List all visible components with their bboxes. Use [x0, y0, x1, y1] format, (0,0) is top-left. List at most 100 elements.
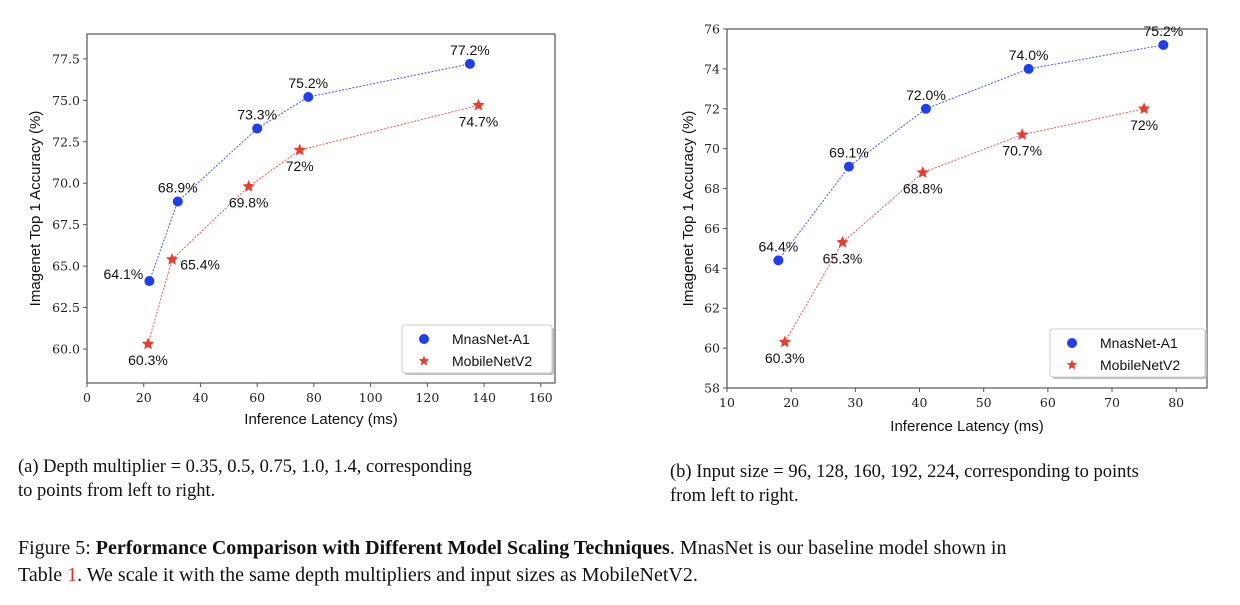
data-label: 72% [286, 158, 314, 174]
series-line-mobilenetv2 [147, 104, 479, 345]
y-tick-label: 65.0 [52, 259, 80, 274]
legend-marker-star [1066, 359, 1078, 370]
data-label: 65.4% [180, 256, 220, 272]
series-line-mnasnet-a1 [148, 63, 471, 282]
x-tick-label: 80 [1168, 395, 1184, 410]
data-label: 60.3% [128, 352, 168, 368]
x-tick-label: 60 [1040, 395, 1056, 410]
y-axis-title: Imagenet Top 1 Accuracy (%) [27, 111, 44, 307]
legend-marker-circle [1067, 338, 1077, 348]
data-label: 69.1% [829, 145, 869, 161]
data-point-circle [773, 255, 784, 266]
data-point-star [1016, 128, 1029, 140]
legend-box [401, 324, 553, 374]
x-tick-label: 30 [847, 395, 863, 410]
figure-caption-text2: Table [18, 564, 68, 586]
data-point-star [1137, 102, 1151, 115]
data-label: 65.3% [823, 250, 863, 266]
x-tick-label: 60 [249, 390, 265, 405]
data-label: 74.0% [1009, 47, 1049, 63]
figure-charts: 0 20 40 60 80 100 120 140 160 60.0 62.5 65.0 67.5 70.… [27, 22, 1208, 435]
x-tick-label: 40 [193, 390, 209, 405]
data-label: 69.8% [229, 195, 269, 211]
data-point-circle [252, 123, 263, 134]
y-tick-label: 76 [704, 22, 720, 37]
y-tick-label: 62 [704, 301, 720, 316]
legend-label: MnasNet-A1 [1100, 335, 1178, 351]
data-label: 60.3% [765, 350, 805, 366]
y-tick-label: 68 [704, 181, 720, 196]
data-point-circle [144, 276, 155, 287]
data-point-star [242, 180, 255, 192]
y-tick-label: 60 [704, 341, 720, 356]
legend-label: MobileNetV2 [1100, 357, 1180, 373]
data-label: 77.2% [450, 42, 490, 58]
x-tick-label: 100 [359, 390, 383, 405]
x-axis-title: Inference Latency (ms) [890, 418, 1043, 435]
data-point-star [472, 98, 485, 111]
data-label: 75.2% [288, 75, 328, 91]
data-point-circle [1023, 63, 1034, 74]
subcaption-a-line1: (a) Depth multiplier = 0.35, 0.5, 0.75, … [18, 457, 472, 477]
y-tick-label: 60.0 [52, 342, 80, 357]
legend-marker-circle [419, 334, 429, 344]
data-point-circle [464, 58, 475, 69]
data-label: 64.1% [104, 266, 144, 282]
data-point-star [141, 337, 155, 350]
y-tick-label: 64 [704, 261, 720, 276]
y-tick-label: 70.0 [52, 176, 80, 191]
plot-frame [86, 33, 556, 384]
figure-caption-prefix: Figure 5: [18, 537, 96, 559]
figure-caption-text: . MnasNet is our baseline model shown in [669, 537, 1007, 559]
x-tick-label: 140 [472, 390, 496, 405]
x-tick-label: 160 [529, 390, 553, 405]
x-tick-label: 80 [306, 390, 322, 405]
data-point-star [836, 235, 849, 248]
y-tick-label: 66 [704, 221, 720, 236]
x-tick-label: 0 [83, 390, 91, 405]
subcaption-a: (a) Depth multiplier = 0.35, 0.5, 0.75, … [18, 455, 472, 503]
table-reference-link[interactable]: 1 [67, 564, 78, 586]
x-tick-label: 20 [136, 390, 152, 405]
data-label: 72% [1130, 117, 1158, 133]
y-tick-label: 70 [704, 141, 720, 156]
x-tick-label: 120 [415, 390, 439, 405]
data-label: 74.7% [459, 113, 499, 129]
data-point-circle [172, 196, 183, 207]
data-label: 75.2% [1144, 23, 1184, 39]
data-point-star [916, 166, 929, 178]
figure-caption-text3: . We scale it with the same depth multip… [77, 564, 698, 586]
y-tick-label: 72.5 [52, 134, 80, 149]
y-tick-label: 77.5 [52, 51, 80, 66]
x-tick-label: 70 [1104, 395, 1120, 410]
data-label: 68.9% [158, 179, 198, 195]
y-tick-label: 74 [704, 61, 720, 76]
data-point-star [293, 143, 306, 156]
y-tick-label: 58 [704, 381, 720, 396]
data-point-star [778, 335, 791, 348]
data-label: 73.3% [237, 107, 277, 123]
y-tick-label: 75.0 [52, 93, 80, 108]
x-tick-label: 20 [783, 395, 799, 410]
data-label: 64.4% [758, 238, 798, 254]
plot-frame [726, 28, 1208, 389]
data-point-star [165, 252, 179, 265]
chart-a: 0 20 40 60 80 100 120 140 160 60.0 62.5 65.0 67.5 70.… [27, 33, 556, 428]
subcaption-b-line2: from left to right. [670, 486, 799, 506]
data-label: 70.7% [1002, 143, 1042, 159]
chart-b: 10 20 30 40 50 60 70 80 58 60 62 64 66 68 70 72 74 76 Infe… [680, 22, 1208, 435]
data-point-circle [303, 92, 314, 103]
data-point-circle [843, 161, 854, 172]
x-tick-label: 50 [976, 395, 992, 410]
y-tick-label: 67.5 [52, 217, 80, 232]
legend-label: MobileNetV2 [452, 353, 532, 369]
subcaption-a-line2: to points from left to right. [18, 481, 216, 501]
x-tick-label: 40 [912, 395, 928, 410]
y-tick-label: 62.5 [52, 300, 80, 315]
legend-label: MnasNet-A1 [452, 331, 530, 347]
subcaption-b-line1: (b) Input size = 96, 128, 160, 192, 224,… [670, 462, 1139, 482]
x-tick-label: 10 [719, 395, 735, 410]
figure-caption-title: Performance Comparison with Different Mo… [95, 537, 670, 559]
figure-caption-line2: Table 1. We scale it with the same depth… [18, 562, 1233, 589]
data-point-circle [1158, 39, 1169, 50]
